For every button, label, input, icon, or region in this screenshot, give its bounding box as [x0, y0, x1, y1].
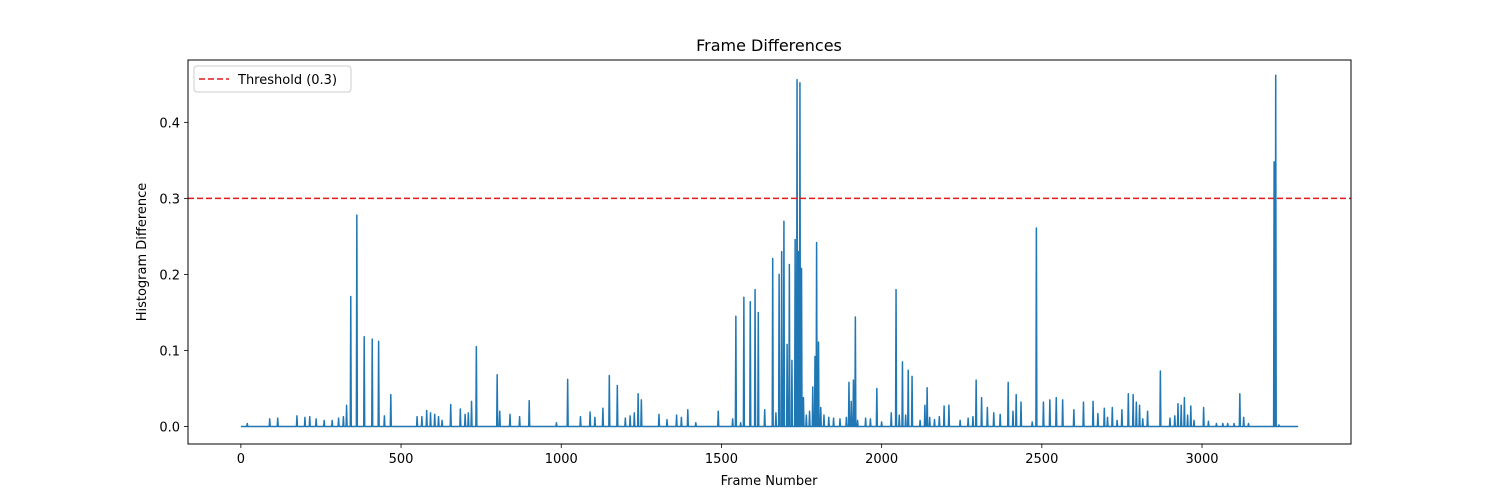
- chart-title: Frame Differences: [696, 36, 842, 55]
- x-tick-label: 1500: [705, 452, 738, 467]
- x-tick-label: 0: [237, 452, 245, 467]
- series-line-layer: [240, 74, 1299, 428]
- x-tick-label: 2500: [1025, 452, 1058, 467]
- y-tick-label: 0.3: [159, 192, 180, 207]
- y-axis-ticks: 0.0 0.1 0.2 0.3 0.4: [159, 116, 188, 436]
- plot-area: [188, 60, 1351, 444]
- x-tick-label: 2000: [865, 452, 898, 467]
- plot-frame: [187, 59, 1352, 445]
- legend-threshold-label: Threshold (0.3): [237, 73, 337, 88]
- x-axis-title: Frame Number: [721, 474, 819, 489]
- y-axis-title: Histogram Difference: [135, 183, 150, 322]
- y-tick-label: 0.4: [159, 116, 180, 131]
- y-tick-label: 0.1: [159, 344, 180, 359]
- x-tick-label: 1000: [545, 452, 578, 467]
- x-tick-label: 500: [389, 452, 414, 467]
- legend-box: [193, 65, 352, 93]
- x-tick-label: 3000: [1185, 452, 1218, 467]
- x-axis-ticks: 0 500 1000 1500 2000 2500 3000: [237, 444, 1219, 467]
- legend: Threshold (0.3): [193, 65, 352, 93]
- y-tick-label: 0.2: [159, 268, 180, 283]
- series-line: [240, 74, 1299, 428]
- y-tick-label: 0.0: [159, 421, 180, 436]
